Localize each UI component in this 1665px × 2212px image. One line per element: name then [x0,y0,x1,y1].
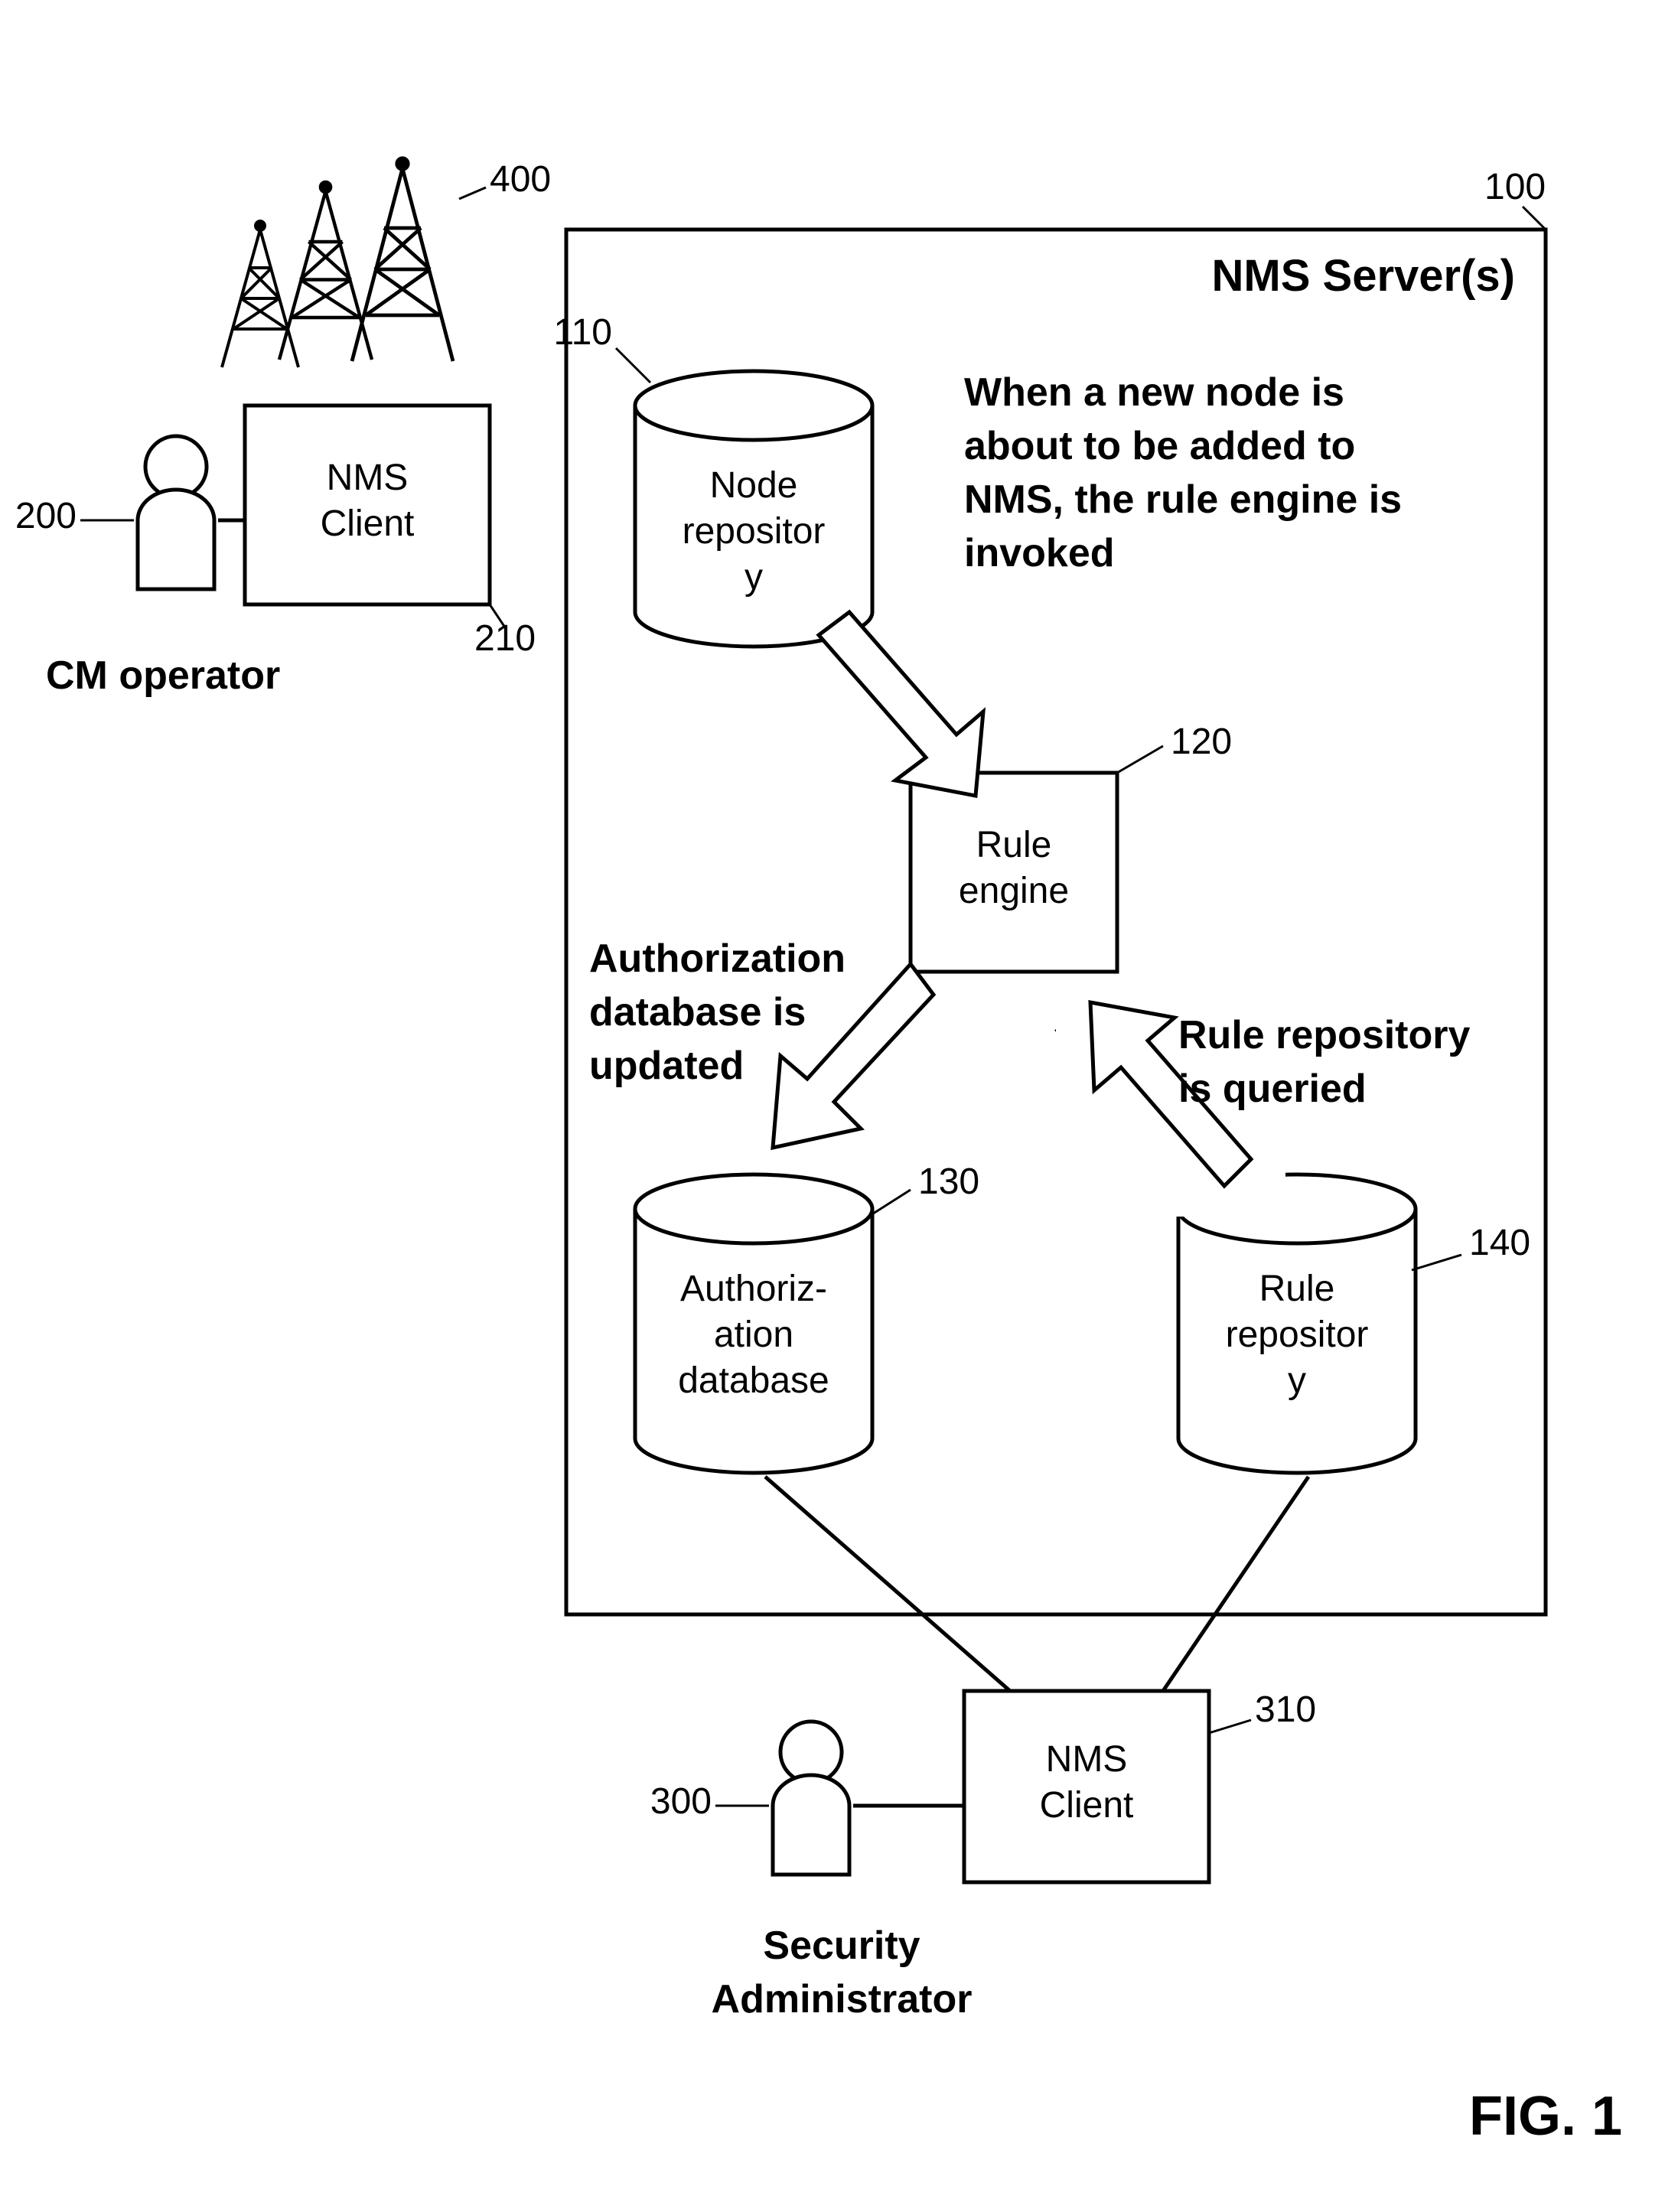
auth-db-l1: Authoriz- [680,1269,827,1309]
cm-operator-label: CM operator [46,653,280,698]
cm-operator-icon [138,436,214,589]
invoke-l3: NMS, the rule engine is [964,477,1402,522]
invoke-l2: about to be added to [964,424,1355,468]
security-admin-icon [773,1722,849,1875]
invoke-l4: invoked [964,531,1115,575]
rule-repo-ref: 140 [1469,1223,1530,1263]
rule-repo-l1: Rule [1259,1269,1335,1309]
auth-db-ref: 130 [918,1161,979,1202]
rule-query-l2: is queried [1178,1067,1367,1111]
auth-db-l3: database [678,1360,829,1401]
rule-engine-l2: engine [959,871,1069,911]
security-admin-ref: 300 [650,1781,712,1822]
tower-icon [222,158,453,367]
node-repo-ref: 110 [553,312,612,353]
nms-client-right: NMS Client 310 [964,1689,1316,1882]
auth-update-l1: Authorization [589,937,846,981]
nms-client-right-l1: NMS [1046,1739,1128,1780]
rule-engine-ref: 120 [1171,722,1232,762]
node-repo-l3: y [745,557,763,598]
security-admin-label: Security Administrator [712,1924,973,2021]
rule-repo-l3: y [1288,1360,1306,1401]
nms-client-left-l1: NMS [327,458,409,498]
rule-query-l1: Rule repository [1178,1013,1470,1057]
security-admin-l1: Security [763,1924,920,1968]
node-repo-l1: Node [710,465,798,506]
auth-update-l3: updated [589,1044,744,1088]
towers-ref: 400 [490,159,551,200]
security-admin-l2: Administrator [712,1977,973,2021]
rule-engine-l1: Rule [976,825,1052,865]
nms-client-right-l2: Client [1040,1785,1134,1826]
auth-update-l2: database is [589,990,806,1034]
nms-client-left-ref: 210 [474,618,536,659]
node-repo-l2: repositor [683,511,826,552]
nms-client-right-ref: 310 [1255,1689,1316,1730]
server-box-title: NMS Server(s) [1212,251,1515,301]
rule-repo-l2: repositor [1226,1314,1369,1355]
cm-operator-ref: 200 [15,496,77,536]
nms-client-left-l2: Client [321,503,415,544]
nms-client-left: NMS Client 210 [245,406,536,659]
auth-db-l2: ation [714,1314,793,1355]
invoke-l1: When a new node is [964,370,1344,415]
figure-label: FIG. 1 [1469,2086,1622,2147]
server-box-ref: 100 [1484,167,1546,207]
